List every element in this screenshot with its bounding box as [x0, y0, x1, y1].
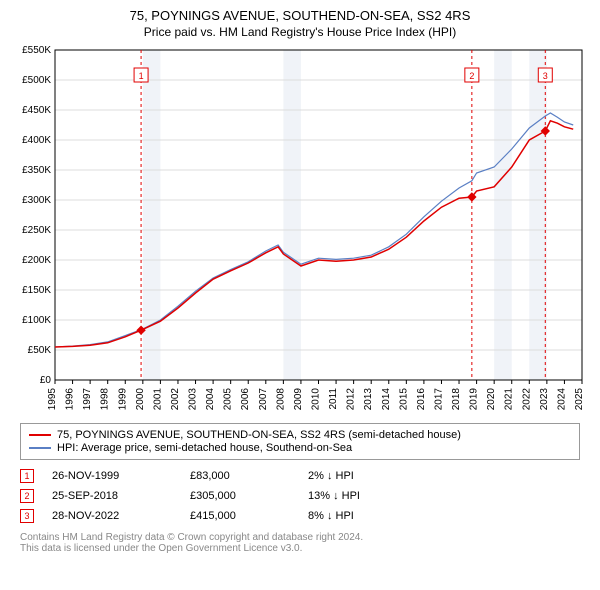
transaction-marker: 2 [20, 489, 34, 503]
transaction-row: 3 28-NOV-2022 £415,000 8% ↓ HPI [20, 506, 580, 526]
svg-text:2022: 2022 [521, 388, 532, 411]
svg-text:£250K: £250K [22, 225, 51, 236]
svg-text:2021: 2021 [504, 388, 515, 411]
legend-swatch-hpi [29, 447, 51, 449]
chart-titles: 75, POYNINGS AVENUE, SOUTHEND-ON-SEA, SS… [10, 8, 590, 39]
transaction-date: 25-SEP-2018 [52, 490, 172, 502]
legend-label-hpi: HPI: Average price, semi-detached house,… [57, 442, 352, 454]
svg-text:2017: 2017 [433, 388, 444, 411]
attribution: Contains HM Land Registry data © Crown c… [20, 532, 580, 554]
svg-text:1998: 1998 [100, 388, 111, 411]
transaction-row: 2 25-SEP-2018 £305,000 13% ↓ HPI [20, 486, 580, 506]
svg-text:2014: 2014 [381, 388, 392, 411]
chart-svg: £0 £50K £100K £150K £200K £250K £300K £350K £400… [10, 45, 590, 415]
svg-text:2011: 2011 [328, 388, 339, 410]
transaction-date: 28-NOV-2022 [52, 510, 172, 522]
svg-text:1999: 1999 [117, 388, 128, 411]
transaction-marker: 1 [20, 469, 34, 483]
svg-text:2013: 2013 [363, 388, 374, 411]
attribution-line1: Contains HM Land Registry data © Crown c… [20, 532, 580, 543]
svg-text:2009: 2009 [293, 388, 304, 411]
legend-item-property: 75, POYNINGS AVENUE, SOUTHEND-ON-SEA, SS… [29, 429, 571, 441]
svg-text:2005: 2005 [223, 388, 234, 411]
svg-text:2016: 2016 [416, 388, 427, 411]
title-line2: Price paid vs. HM Land Registry's House … [10, 25, 590, 39]
svg-text:2010: 2010 [311, 388, 322, 411]
svg-text:3: 3 [543, 71, 548, 81]
svg-text:£300K: £300K [22, 195, 51, 206]
svg-text:2012: 2012 [346, 388, 357, 411]
transaction-delta: 8% ↓ HPI [308, 510, 408, 522]
svg-text:2015: 2015 [398, 388, 409, 411]
svg-text:2023: 2023 [539, 388, 550, 411]
legend-label-property: 75, POYNINGS AVENUE, SOUTHEND-ON-SEA, SS… [57, 429, 461, 441]
svg-text:2008: 2008 [275, 388, 286, 411]
legend-item-hpi: HPI: Average price, semi-detached house,… [29, 442, 571, 454]
svg-text:£350K: £350K [22, 165, 51, 176]
transaction-delta: 13% ↓ HPI [308, 490, 408, 502]
svg-text:2018: 2018 [451, 388, 462, 411]
transaction-row: 1 26-NOV-1999 £83,000 2% ↓ HPI [20, 466, 580, 486]
svg-text:2001: 2001 [152, 388, 163, 411]
transaction-price: £415,000 [190, 510, 290, 522]
transaction-marker: 3 [20, 509, 34, 523]
title-line1: 75, POYNINGS AVENUE, SOUTHEND-ON-SEA, SS… [10, 8, 590, 23]
svg-text:£400K: £400K [22, 135, 51, 146]
attribution-line2: This data is licensed under the Open Gov… [20, 543, 580, 554]
svg-text:£150K: £150K [22, 285, 51, 296]
svg-text:2006: 2006 [240, 388, 251, 411]
svg-text:£200K: £200K [22, 255, 51, 266]
svg-text:£450K: £450K [22, 105, 51, 116]
transactions-table: 1 26-NOV-1999 £83,000 2% ↓ HPI 2 25-SEP-… [20, 466, 580, 526]
svg-text:2024: 2024 [556, 388, 567, 411]
svg-text:£50K: £50K [28, 345, 52, 356]
svg-text:1997: 1997 [82, 388, 93, 411]
svg-text:£0: £0 [40, 375, 52, 386]
chart-area: £0 £50K £100K £150K £200K £250K £300K £350K £400… [10, 45, 590, 415]
svg-text:1996: 1996 [65, 388, 76, 411]
transaction-price: £305,000 [190, 490, 290, 502]
svg-text:2000: 2000 [135, 388, 146, 411]
svg-text:2019: 2019 [469, 388, 480, 411]
transaction-date: 26-NOV-1999 [52, 470, 172, 482]
svg-text:1: 1 [139, 71, 144, 81]
svg-text:£500K: £500K [22, 75, 51, 86]
svg-text:2025: 2025 [574, 388, 585, 411]
svg-text:1995: 1995 [47, 388, 58, 411]
svg-text:2: 2 [469, 71, 474, 81]
svg-text:2020: 2020 [486, 388, 497, 411]
svg-text:£550K: £550K [22, 45, 51, 56]
svg-text:2004: 2004 [205, 388, 216, 411]
svg-text:2007: 2007 [258, 388, 269, 411]
svg-text:2003: 2003 [188, 388, 199, 411]
svg-text:£100K: £100K [22, 315, 51, 326]
legend-box: 75, POYNINGS AVENUE, SOUTHEND-ON-SEA, SS… [20, 423, 580, 460]
transaction-price: £83,000 [190, 470, 290, 482]
svg-text:2002: 2002 [170, 388, 181, 411]
legend-swatch-property [29, 434, 51, 436]
transaction-delta: 2% ↓ HPI [308, 470, 408, 482]
